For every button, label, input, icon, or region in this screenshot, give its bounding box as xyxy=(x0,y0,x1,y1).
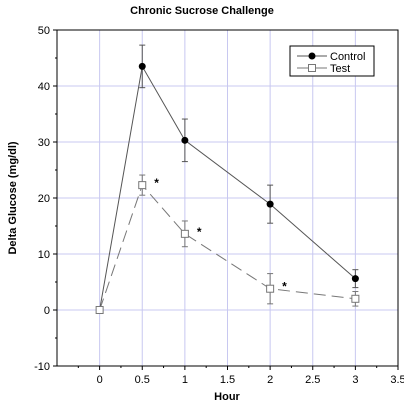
legend-control-label: Control xyxy=(330,51,365,63)
data-point xyxy=(138,181,147,190)
x-tick-label: 3.5 xyxy=(390,374,404,386)
y-tick-label: 0 xyxy=(44,305,50,317)
annotations: * * * xyxy=(154,176,287,294)
significance-marker: * xyxy=(282,280,287,294)
legend-test-label: Test xyxy=(330,63,350,75)
legend-control-marker xyxy=(308,52,316,60)
y-tick-label: 20 xyxy=(38,193,50,205)
series-test xyxy=(95,174,360,314)
x-tick-label: 1.5 xyxy=(220,374,235,386)
y-tick-label: 30 xyxy=(38,137,50,149)
x-tick-label: 3 xyxy=(352,374,358,386)
series-layer xyxy=(95,44,360,314)
x-tick-label: 2.5 xyxy=(305,374,320,386)
data-point xyxy=(266,200,274,208)
y-tick-label: 10 xyxy=(38,249,50,261)
x-tick-label: 0.5 xyxy=(135,374,150,386)
series-line xyxy=(99,184,356,311)
x-tick-label: 0 xyxy=(97,374,103,386)
series-control xyxy=(96,44,359,314)
data-point xyxy=(180,229,189,238)
data-point xyxy=(351,275,359,283)
data-point xyxy=(181,136,189,144)
x-tick-label: 1 xyxy=(182,374,188,386)
significance-marker: * xyxy=(154,176,159,190)
significance-marker: * xyxy=(197,225,202,239)
data-point xyxy=(95,306,104,314)
x-axis-title: Hour xyxy=(214,391,240,403)
chart-title: Chronic Sucrose Challenge xyxy=(130,5,274,17)
data-point xyxy=(351,294,360,303)
legend: Control Test xyxy=(289,45,375,77)
grid xyxy=(57,29,399,367)
y-tick-label: -10 xyxy=(34,361,50,373)
y-tick-label: 40 xyxy=(38,81,50,93)
x-tick-label: 2 xyxy=(267,374,273,386)
data-point xyxy=(138,62,146,70)
legend-box xyxy=(289,45,375,77)
y-axis-title: Delta Glucose (mg/dl) xyxy=(7,141,19,254)
y-tick-label: 50 xyxy=(38,25,50,37)
data-point xyxy=(266,284,275,293)
x-axis-ticks: 0 0.5 1 1.5 2 2.5 3 3.5 xyxy=(77,366,404,386)
legend-test-marker xyxy=(308,64,316,72)
y-axis-ticks: -10 0 10 20 30 40 50 xyxy=(34,25,57,373)
